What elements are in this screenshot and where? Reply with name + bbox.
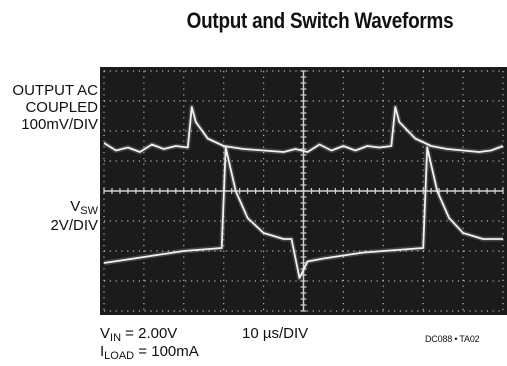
iload-value: = 100mA bbox=[134, 343, 199, 360]
figure-code: DC088 • TA02 bbox=[425, 334, 480, 344]
vin-condition: VIN = 2.00V bbox=[100, 325, 177, 344]
graticule bbox=[103, 70, 504, 312]
traces bbox=[102, 104, 504, 281]
output-label-line1: OUTPUT AC bbox=[12, 82, 98, 99]
iload-sub: LOAD bbox=[104, 350, 135, 362]
switch-label-name: VSW bbox=[2, 198, 98, 217]
time-per-division: 10 µs/DIV bbox=[242, 325, 309, 342]
switch-label-sub: SW bbox=[80, 205, 98, 217]
switch-label-main: V bbox=[70, 198, 81, 215]
switch-channel-label: VSW 2V/DIV bbox=[2, 198, 98, 234]
output-label-line2: COUPLED bbox=[25, 99, 98, 116]
iload-main: I bbox=[100, 343, 105, 360]
oscilloscope-screen bbox=[100, 67, 507, 315]
chart-title: Output and Switch Waveforms bbox=[186, 8, 454, 33]
iload-condition: ILOAD = 100mA bbox=[100, 343, 199, 362]
vin-value: = 2.00V bbox=[121, 325, 178, 342]
switch-label-scale: 2V/DIV bbox=[50, 217, 98, 234]
switch-trace bbox=[103, 146, 503, 279]
output-channel-label: OUTPUT AC COUPLED 100mV/DIV bbox=[2, 82, 98, 133]
vin-main: V bbox=[100, 325, 111, 342]
output-trace bbox=[103, 106, 504, 153]
vin-sub: IN bbox=[110, 332, 122, 344]
output-label-line3: 100mV/DIV bbox=[21, 116, 98, 133]
